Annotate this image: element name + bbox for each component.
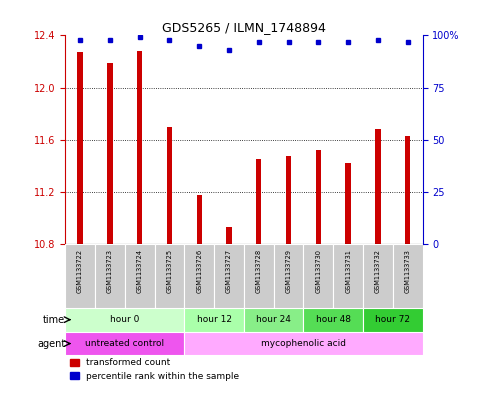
Text: untreated control: untreated control xyxy=(85,339,164,348)
Text: GSM1133728: GSM1133728 xyxy=(256,249,262,293)
Text: GSM1133730: GSM1133730 xyxy=(315,249,321,293)
Text: GSM1133723: GSM1133723 xyxy=(107,249,113,293)
Bar xyxy=(244,244,274,308)
Text: agent: agent xyxy=(37,338,65,349)
Bar xyxy=(303,308,363,332)
Bar xyxy=(227,227,232,244)
Bar xyxy=(405,136,411,244)
Text: hour 48: hour 48 xyxy=(316,315,351,324)
Legend: transformed count, percentile rank within the sample: transformed count, percentile rank withi… xyxy=(70,358,239,381)
Bar xyxy=(65,332,185,356)
Text: mycophenolic acid: mycophenolic acid xyxy=(261,339,346,348)
Text: GSM1133732: GSM1133732 xyxy=(375,249,381,293)
Text: GSM1133731: GSM1133731 xyxy=(345,249,351,293)
Text: GSM1133722: GSM1133722 xyxy=(77,249,83,293)
Bar xyxy=(125,244,155,308)
Text: GSM1133729: GSM1133729 xyxy=(285,249,292,293)
Bar xyxy=(363,244,393,308)
Text: time: time xyxy=(43,315,65,325)
Bar xyxy=(345,163,351,244)
Bar xyxy=(65,244,95,308)
Bar xyxy=(65,308,185,332)
Bar xyxy=(107,63,113,244)
Bar xyxy=(286,156,291,244)
Bar xyxy=(185,308,244,332)
Bar xyxy=(303,244,333,308)
Text: GSM1133733: GSM1133733 xyxy=(405,249,411,293)
Bar xyxy=(393,244,423,308)
Title: GDS5265 / ILMN_1748894: GDS5265 / ILMN_1748894 xyxy=(162,21,326,34)
Bar xyxy=(244,308,303,332)
Bar xyxy=(185,332,423,356)
Text: GSM1133727: GSM1133727 xyxy=(226,249,232,293)
Text: GSM1133726: GSM1133726 xyxy=(196,249,202,293)
Bar xyxy=(95,244,125,308)
Text: hour 72: hour 72 xyxy=(375,315,411,324)
Bar xyxy=(167,127,172,244)
Text: GSM1133724: GSM1133724 xyxy=(137,249,142,293)
Text: hour 12: hour 12 xyxy=(197,315,232,324)
Bar xyxy=(256,160,261,244)
Text: hour 24: hour 24 xyxy=(256,315,291,324)
Bar xyxy=(274,244,303,308)
Bar xyxy=(316,150,321,244)
Bar xyxy=(197,195,202,244)
Bar xyxy=(363,308,423,332)
Bar xyxy=(185,244,214,308)
Bar xyxy=(375,129,381,244)
Bar xyxy=(214,244,244,308)
Bar xyxy=(333,244,363,308)
Bar xyxy=(137,51,142,244)
Bar xyxy=(77,52,83,244)
Bar xyxy=(155,244,185,308)
Text: GSM1133725: GSM1133725 xyxy=(167,249,172,293)
Text: hour 0: hour 0 xyxy=(110,315,140,324)
